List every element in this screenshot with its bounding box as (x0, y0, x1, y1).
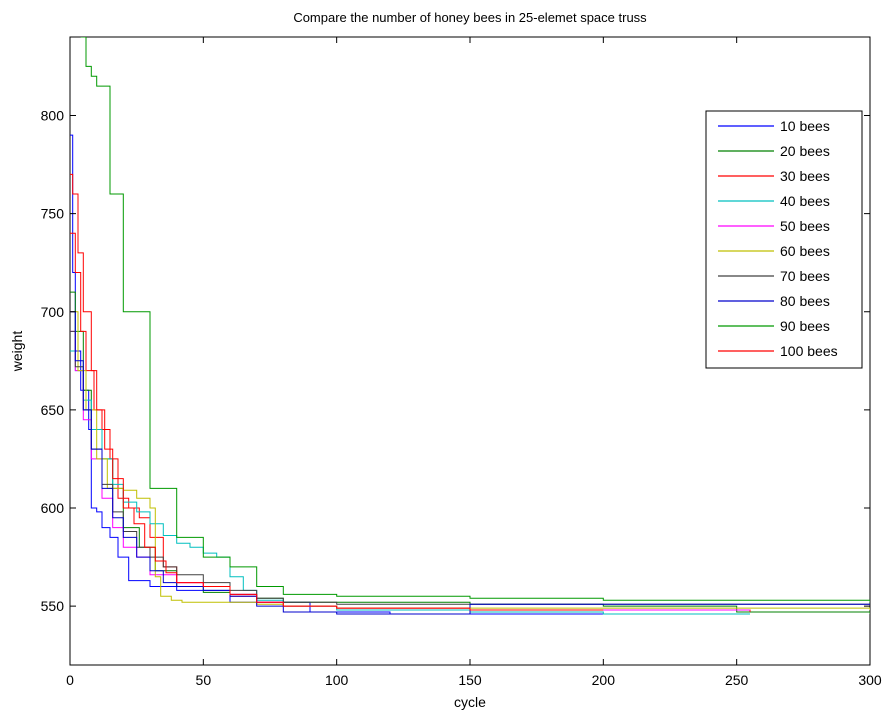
x-tick-label: 150 (458, 672, 482, 688)
ticks-layer: 0 50 100 150 200 250 300 550 600 650 700 750 800 (41, 37, 882, 688)
y-tick-label: 650 (41, 402, 65, 418)
x-axis-label: cycle (454, 694, 486, 710)
legend-label: 50 bees (780, 218, 830, 234)
x-tick-label: 100 (325, 672, 349, 688)
legend-label: 70 bees (780, 268, 830, 284)
legend-label: 30 bees (780, 168, 830, 184)
legend-label: 80 bees (780, 293, 830, 309)
x-tick-label: 50 (196, 672, 212, 688)
series-line-3 (70, 232, 751, 612)
y-tick-label: 600 (41, 500, 65, 516)
legend-label: 20 bees (780, 143, 830, 159)
series-line-1 (70, 134, 750, 615)
legend-box (705, 110, 863, 369)
x-tick-label: 300 (858, 672, 882, 688)
series-line-7 (70, 330, 870, 605)
legend-label: 40 bees (780, 193, 830, 209)
legend-label: 60 bees (780, 243, 830, 259)
series-line-8 (70, 311, 870, 615)
chart-title: Compare the number of honey bees in 25-e… (293, 10, 647, 25)
y-tick-label: 550 (41, 598, 65, 614)
legend-label: 100 bees (780, 343, 838, 359)
legend-label: 10 bees (780, 118, 830, 134)
y-tick-label: 700 (41, 304, 65, 320)
legend-label: 90 bees (780, 318, 830, 334)
y-tick-label: 800 (41, 108, 65, 124)
series-line-5 (70, 330, 750, 611)
x-tick-label: 250 (725, 672, 749, 688)
series-line-9 (80, 37, 870, 603)
y-tick-label: 750 (41, 206, 65, 222)
y-axis-label: weight (9, 331, 25, 373)
legend: 10 bees 20 bees 30 bees 40 bees 50 bees 60 be… (705, 110, 863, 369)
series-line-10 (70, 173, 604, 611)
series-layer (70, 37, 870, 615)
x-tick-label: 0 (66, 672, 74, 688)
x-tick-label: 200 (592, 672, 616, 688)
